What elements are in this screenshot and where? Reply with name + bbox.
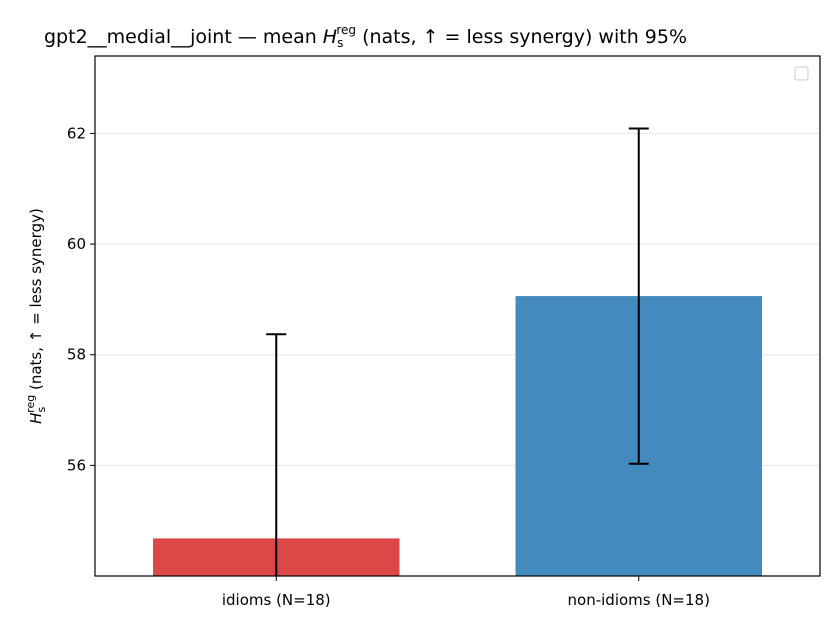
- y-axis-ticks: 56 58 60 62: [67, 124, 95, 474]
- chart-title: gpt2__medial__joint — mean Hsreg (nats, …: [44, 23, 687, 50]
- x-tick-label: non-idioms (N=18): [568, 591, 710, 609]
- x-axis-ticks: idioms (N=18) non-idioms (N=18): [222, 576, 710, 609]
- error-bars: [266, 127, 649, 576]
- y-tick-label: 56: [67, 456, 86, 474]
- y-axis-label: Hsreg (nats, ↑ = less synergy): [24, 208, 48, 424]
- plot-frame: [94, 55, 821, 577]
- legend-box: [794, 66, 809, 81]
- y-tick-label: 62: [67, 124, 86, 142]
- bars: [153, 296, 762, 576]
- y-tick-label: 60: [67, 235, 86, 253]
- x-tick-label: idioms (N=18): [222, 591, 331, 609]
- y-tick-label: 58: [67, 346, 86, 364]
